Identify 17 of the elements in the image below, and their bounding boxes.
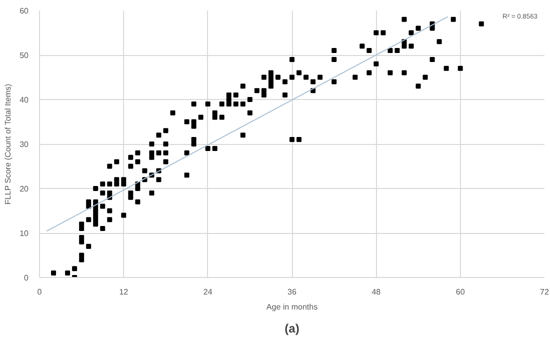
y-tick-label: 10 — [20, 229, 30, 238]
y-axis-title: FLLP Score (Count of Total Items) — [4, 83, 13, 204]
x-tick-label: 48 — [372, 288, 382, 296]
x-tick-label: 36 — [288, 288, 297, 296]
y-tick-label: 50 — [20, 51, 30, 60]
y-tick-label: 0 — [24, 274, 30, 282]
x-tick-label: 24 — [203, 288, 213, 296]
y-tick-label: 40 — [20, 96, 30, 104]
x-tick-label: 60 — [456, 288, 466, 296]
x-tick-label: 0 — [37, 288, 42, 296]
text: (a) — [284, 322, 300, 336]
y-tick-label: 20 — [20, 184, 30, 194]
x-tick-label: 72 — [540, 288, 550, 296]
y-tick-label: 30 — [20, 140, 30, 149]
y-tick-label: 60 — [20, 6, 30, 16]
x-tick-label: 12 — [119, 288, 129, 296]
x-axis-title: Age in months — [266, 302, 318, 312]
